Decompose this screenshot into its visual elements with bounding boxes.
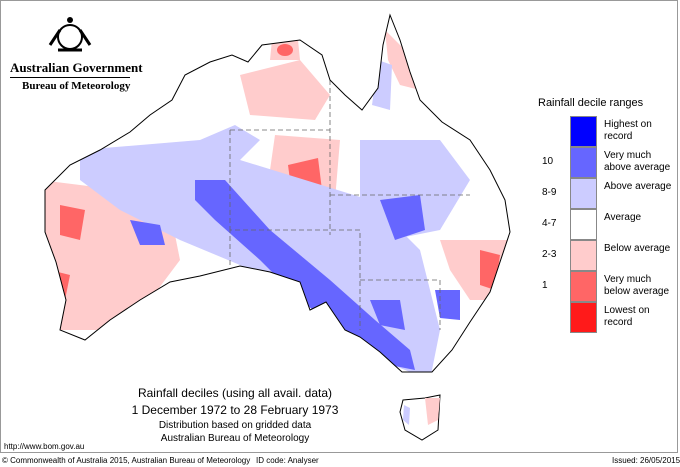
legend-decile-number: 2-3: [542, 249, 557, 260]
legend-swatch: [570, 147, 597, 178]
caption-source: Australian Bureau of Meteorology: [160, 433, 310, 444]
caption-dates: 1 December 1972 to 28 February 1973: [131, 403, 339, 417]
id-code: ID code: Analyser: [256, 456, 319, 465]
gov-title: Australian Government: [10, 60, 143, 75]
legend-decile-number: 4-7: [542, 218, 557, 229]
legend-swatch: [570, 209, 597, 240]
legend-label: Highest on record: [604, 119, 652, 142]
legend-decile-number: 10: [542, 156, 554, 167]
legend-label: Below average: [604, 243, 671, 254]
legend-swatch: [570, 116, 597, 147]
issued-date: Issued: 26/05/2015: [612, 456, 680, 465]
legend-label: Lowest on record: [604, 305, 650, 328]
legend-decile-number: 8-9: [542, 187, 557, 198]
tasmania-below-average: [425, 398, 440, 425]
legend-swatch: [570, 302, 597, 333]
bom-url-link[interactable]: http://www.bom.gov.au: [4, 442, 85, 451]
below-average-north: [240, 60, 330, 120]
map-frame: [0, 0, 678, 453]
legend-label: Above average: [604, 181, 672, 192]
copyright: © Commonwealth of Australia 2015, Austra…: [2, 456, 251, 465]
legend-label: Very much above average: [604, 150, 671, 173]
legend-title: Rainfall decile ranges: [538, 97, 644, 109]
header-divider: [10, 77, 130, 78]
caption-title: Rainfall deciles (using all avail. data): [137, 386, 333, 400]
tasmania-above-average: [403, 405, 410, 425]
legend-label: Average: [604, 212, 642, 223]
legend-swatch: [570, 240, 597, 271]
very-much-below-arnhem: [277, 44, 293, 56]
legend-swatch: [570, 271, 597, 302]
caption-method: Distribution based on gridded data: [158, 420, 312, 431]
state-borders: [229, 40, 470, 330]
legend-decile-number: 1: [542, 280, 548, 291]
above-average-cape-york: [372, 60, 392, 110]
coat-of-arms-logo: [48, 17, 92, 52]
legend-label: Very much below average: [604, 274, 670, 297]
bureau-title: Bureau of Meteorology: [22, 80, 131, 92]
legend-swatch: [570, 178, 597, 209]
